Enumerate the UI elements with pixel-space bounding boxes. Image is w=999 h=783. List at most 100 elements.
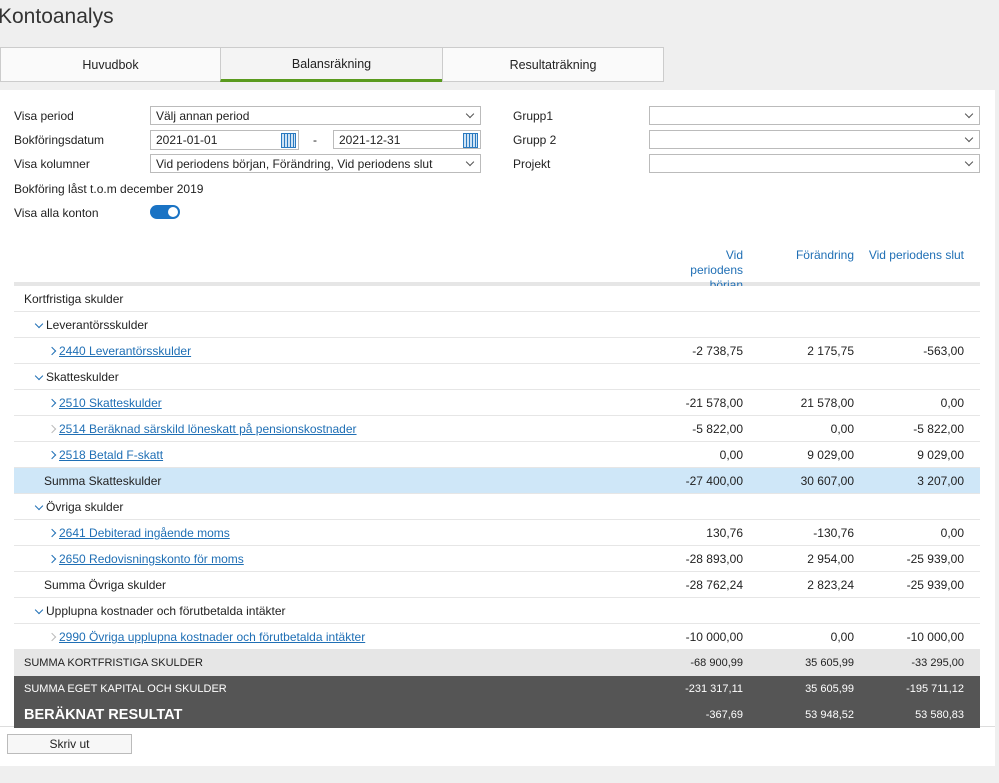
row-label: Summa Övriga skulder — [44, 572, 166, 598]
row-text: SUMMA KORTFRISTIGA SKULDER — [24, 657, 203, 669]
account-link[interactable]: 2518 Betald F-skatt — [59, 448, 164, 462]
value-cell: 2 954,00 — [807, 552, 854, 566]
chevron[interactable] — [47, 554, 57, 564]
tab[interactable]: Huvudbok — [0, 47, 221, 82]
table-row: SUMMA KORTFRISTIGA SKULDER -68 900,99 35 6… — [14, 650, 980, 676]
table-row: 2990 Övriga upplupna kostnader och förut… — [14, 624, 980, 650]
row-text: Upplupna kostnader och förutbetalda intä… — [46, 604, 286, 618]
header-rule — [14, 282, 980, 286]
chevron[interactable] — [47, 346, 57, 356]
row-label: Skatteskulder — [34, 364, 119, 390]
table-row: Upplupna kostnader och förutbetalda intä… — [14, 598, 980, 624]
select[interactable] — [649, 106, 980, 125]
row-label: Kortfristiga skulder — [24, 286, 123, 312]
value-cell: 35 605,99 — [805, 683, 854, 695]
account-link[interactable]: 2641 Debiterad ingående moms — [59, 526, 230, 540]
account-link[interactable]: 2510 Skatteskulder — [59, 396, 162, 410]
value-cell: -27 400,00 — [685, 474, 743, 488]
row-text: Kortfristiga skulder — [24, 292, 124, 306]
row-label: SUMMA EGET KAPITAL OCH SKULDER — [24, 676, 227, 702]
page-title: Kontoanalys — [0, 5, 114, 28]
value-cell: 0,00 — [830, 422, 854, 436]
chevron[interactable] — [34, 501, 44, 510]
value-cell: -21 578,00 — [685, 396, 743, 410]
print-button[interactable]: Skriv ut — [7, 734, 132, 754]
date-input[interactable]: 2021-01-01 — [150, 130, 299, 150]
select[interactable] — [649, 154, 980, 173]
column-header: Vid periodens slut — [868, 248, 964, 262]
row-label[interactable]: 2510 Skatteskulder — [47, 390, 162, 416]
table-row: Summa Övriga skulder -28 762,24 2 823,24 -2… — [14, 572, 980, 598]
select[interactable]: Vid periodens början, Förändring, Vid pe… — [150, 154, 481, 173]
value-cell: -5 822,00 — [692, 422, 743, 436]
value-cell: -28 762,24 — [685, 578, 743, 592]
date-input[interactable]: 2021-12-31 — [333, 130, 481, 149]
table-row: 2510 Skatteskulder -21 578,00 21 578,00 0,0… — [14, 390, 980, 416]
field-label: Visa kolumner — [14, 157, 90, 171]
row-label[interactable]: 2990 Övriga upplupna kostnader och förut… — [47, 624, 366, 650]
row-label[interactable]: 2440 Leverantörsskulder — [47, 338, 192, 364]
tab[interactable]: Balansräkning — [220, 47, 443, 82]
calendar-icon[interactable] — [281, 133, 296, 148]
toggle[interactable] — [150, 205, 180, 219]
row-label[interactable]: 2641 Debiterad ingående moms — [47, 520, 230, 546]
chevron[interactable] — [47, 528, 57, 538]
footer-bar — [0, 726, 995, 766]
value-cell: 53 948,52 — [805, 709, 854, 721]
value-cell: -10 000,00 — [685, 630, 743, 644]
value-cell: 130,76 — [706, 526, 743, 540]
value-cell: 0,00 — [719, 448, 743, 462]
value-cell: -5 822,00 — [913, 422, 964, 436]
value-cell: 2 175,75 — [807, 344, 854, 358]
value-cell: 9 029,00 — [917, 448, 964, 462]
value-cell: 0,00 — [830, 630, 854, 644]
tab[interactable]: Resultaträkning — [442, 47, 664, 82]
field-label: Projekt — [513, 157, 551, 171]
value-cell: -130,76 — [813, 526, 854, 540]
account-link[interactable]: 2514 Beräknad särskild löneskatt på pens… — [59, 422, 357, 436]
field-label: Bokföringsdatum — [14, 133, 105, 147]
row-text: SUMMA EGET KAPITAL OCH SKULDER — [24, 683, 227, 695]
table-row: 2440 Leverantörsskulder -2 738,75 2 175,75… — [14, 338, 980, 364]
row-label[interactable]: 2650 Redovisningskonto för moms — [47, 546, 244, 572]
value-cell: -195 711,12 — [906, 683, 964, 695]
chevron[interactable] — [47, 450, 57, 460]
row-label: SUMMA KORTFRISTIGA SKULDER — [24, 650, 203, 676]
chevron[interactable] — [34, 605, 44, 614]
calendar-icon[interactable] — [463, 133, 478, 148]
chevron[interactable] — [34, 371, 44, 380]
chevron[interactable] — [47, 424, 57, 434]
select[interactable] — [649, 130, 980, 149]
table-row: 2641 Debiterad ingående moms 130,76 -130,7… — [14, 520, 980, 546]
row-text: Summa Skatteskulder — [44, 474, 162, 488]
value-cell: 53 580,83 — [915, 709, 964, 721]
chevron[interactable] — [47, 632, 57, 642]
row-text: Skatteskulder — [46, 370, 119, 384]
row-label: Summa Skatteskulder — [44, 468, 161, 494]
table-row: BERÄKNAT RESULTAT -367,69 53 948,52 53 580,… — [14, 702, 980, 728]
account-link[interactable]: 2440 Leverantörsskulder — [59, 344, 192, 358]
lock-note: Bokföring låst t.o.m december 2019 — [14, 182, 204, 196]
account-link[interactable]: 2650 Redovisningskonto för moms — [59, 552, 244, 566]
value-cell: -25 939,00 — [906, 578, 964, 592]
chevron[interactable] — [34, 319, 44, 328]
row-label: Övriga skulder — [34, 494, 123, 520]
chevron[interactable] — [47, 398, 57, 408]
table-row: 2514 Beräknad särskild löneskatt på pens… — [14, 416, 980, 442]
table-row: Summa Skatteskulder -27 400,00 30 607,00 3 … — [14, 468, 980, 494]
row-label[interactable]: 2514 Beräknad särskild löneskatt på pens… — [47, 416, 357, 442]
table-row: Skatteskulder — [14, 364, 980, 390]
row-label[interactable]: 2518 Betald F-skatt — [47, 442, 164, 468]
value-cell: -33 295,00 — [911, 657, 964, 669]
row-label: Upplupna kostnader och förutbetalda intä… — [34, 598, 286, 624]
value-cell: -2 738,75 — [692, 344, 743, 358]
value-cell: -25 939,00 — [906, 552, 964, 566]
value-cell: 3 207,00 — [917, 474, 964, 488]
toggle-label: Visa alla konton — [14, 206, 99, 220]
row-text: Summa Övriga skulder — [44, 578, 167, 592]
date-separator: - — [313, 133, 317, 147]
account-link[interactable]: 2990 Övriga upplupna kostnader och förut… — [59, 630, 366, 644]
value-cell: 0,00 — [940, 526, 964, 540]
select[interactable]: Välj annan period — [150, 106, 481, 125]
table-row: 2650 Redovisningskonto för moms -28 893,0… — [14, 546, 980, 572]
